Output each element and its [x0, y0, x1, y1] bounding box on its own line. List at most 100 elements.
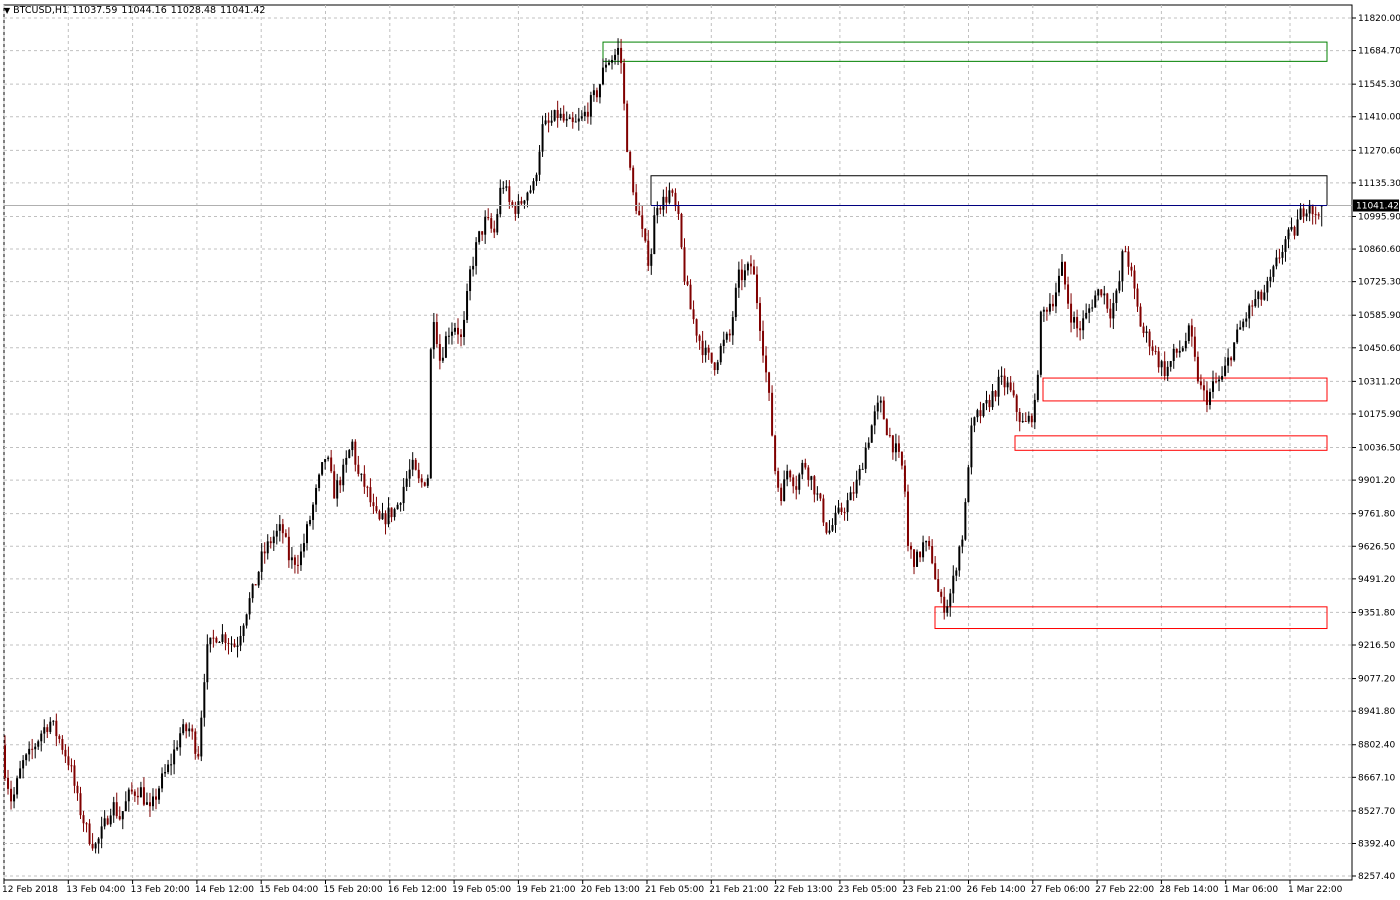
- x-tick-label: 21 Feb 05:00: [645, 885, 704, 895]
- candle-bull: [1275, 257, 1278, 267]
- zone-box-red: [934, 606, 1328, 630]
- candle-bear: [659, 208, 662, 210]
- candle-bull: [302, 543, 305, 552]
- candle-bear: [819, 493, 822, 499]
- candle-bear: [148, 802, 151, 807]
- candle-bull: [656, 208, 659, 216]
- candle-bull: [1021, 420, 1024, 422]
- candle-bull: [251, 584, 254, 599]
- candle-bear: [804, 462, 807, 468]
- candle-bull: [1227, 357, 1230, 366]
- x-tick-label: 21 Feb 21:00: [709, 885, 768, 895]
- symbol-menu-icon[interactable]: ▼: [4, 6, 11, 15]
- candle-bear: [1199, 381, 1202, 386]
- y-tick-label: 10725.30: [1358, 278, 1400, 288]
- candle-bear: [1003, 375, 1006, 388]
- candle-bull: [879, 400, 882, 403]
- y-tick-label: 10585.90: [1358, 311, 1400, 321]
- candle-bear: [840, 507, 843, 512]
- candle-bull: [864, 447, 867, 469]
- candle-bull: [653, 215, 656, 255]
- candle-bull: [662, 196, 665, 210]
- candle-bear: [1278, 257, 1281, 259]
- candle-bull: [345, 457, 348, 465]
- candle-bull: [1212, 381, 1214, 392]
- candle-bull: [103, 818, 106, 827]
- candle-bear: [1142, 326, 1145, 334]
- candle-bear: [665, 196, 668, 203]
- candle-bull: [450, 331, 453, 336]
- candle-bull: [583, 111, 586, 117]
- candle-bear: [1130, 266, 1133, 271]
- candle-bear: [632, 167, 635, 193]
- candle-bull: [164, 772, 167, 774]
- candle-bull: [360, 473, 363, 475]
- candle-bull: [873, 411, 876, 426]
- candle-bull: [858, 468, 861, 480]
- candle-bear: [194, 731, 197, 754]
- candle-bull: [447, 335, 450, 337]
- candle-bull: [964, 502, 967, 540]
- candle-bear: [142, 787, 145, 805]
- candle-bear: [64, 749, 67, 757]
- candle-bear: [1260, 291, 1263, 300]
- candle-bull: [1097, 289, 1100, 296]
- candle-bear: [55, 720, 58, 737]
- candle-bear: [629, 151, 632, 168]
- candle-bear: [571, 117, 574, 123]
- candle-bull: [441, 357, 444, 361]
- candle-bull: [402, 486, 405, 504]
- high-value: 11044.16: [121, 5, 167, 16]
- candle-bull: [408, 469, 411, 479]
- candle-bull: [544, 120, 547, 125]
- candle-bear: [508, 186, 511, 202]
- candle-bull: [1039, 311, 1042, 375]
- candle-bull: [529, 190, 532, 193]
- candle-bull: [1236, 329, 1239, 343]
- candle-bear: [852, 492, 855, 494]
- candle-bull: [109, 815, 112, 825]
- x-tick-label: 15 Feb 04:00: [259, 885, 318, 895]
- candle-bull: [1221, 375, 1224, 380]
- candle-bear: [635, 192, 638, 211]
- candle-bear: [674, 192, 677, 207]
- candle-bull: [151, 796, 154, 807]
- candle-bear: [73, 765, 76, 786]
- candle-bear: [1311, 204, 1314, 215]
- candle-bear: [683, 247, 686, 282]
- candle-bull: [1057, 275, 1060, 293]
- candle-bull: [209, 637, 212, 645]
- x-tick-label: 22 Feb 13:00: [774, 885, 833, 895]
- candle-bull: [179, 733, 182, 748]
- candle-bull: [538, 151, 541, 175]
- candle-bull: [828, 530, 831, 533]
- candle-bear: [689, 284, 692, 310]
- candle-bull: [798, 474, 801, 490]
- candle-bear: [118, 816, 121, 820]
- candle-bear: [1151, 346, 1154, 351]
- candle-bear: [185, 724, 188, 732]
- y-tick-label: 11684.70: [1358, 47, 1400, 57]
- candle-bear: [813, 476, 816, 495]
- candle-bear: [384, 513, 387, 525]
- candle-bear: [1157, 351, 1160, 368]
- candle-bull: [1169, 360, 1172, 367]
- candle-bear: [940, 591, 943, 597]
- candle-bear: [698, 335, 701, 341]
- x-tick-label: 27 Feb 06:00: [1031, 885, 1090, 895]
- x-tick-label: 15 Feb 20:00: [324, 885, 383, 895]
- candle-bull: [1266, 281, 1269, 293]
- candle-bull: [1121, 251, 1124, 282]
- candle-bull: [574, 121, 577, 123]
- candle-bull: [203, 682, 206, 718]
- candle-bull: [1290, 226, 1293, 230]
- candle-bear: [1215, 381, 1218, 383]
- candle-bear: [882, 400, 885, 420]
- candle-bull: [834, 512, 837, 526]
- candle-bull: [463, 319, 466, 337]
- candle-bull: [565, 118, 568, 121]
- candle-bull: [49, 721, 52, 732]
- candle-bear: [1051, 303, 1054, 307]
